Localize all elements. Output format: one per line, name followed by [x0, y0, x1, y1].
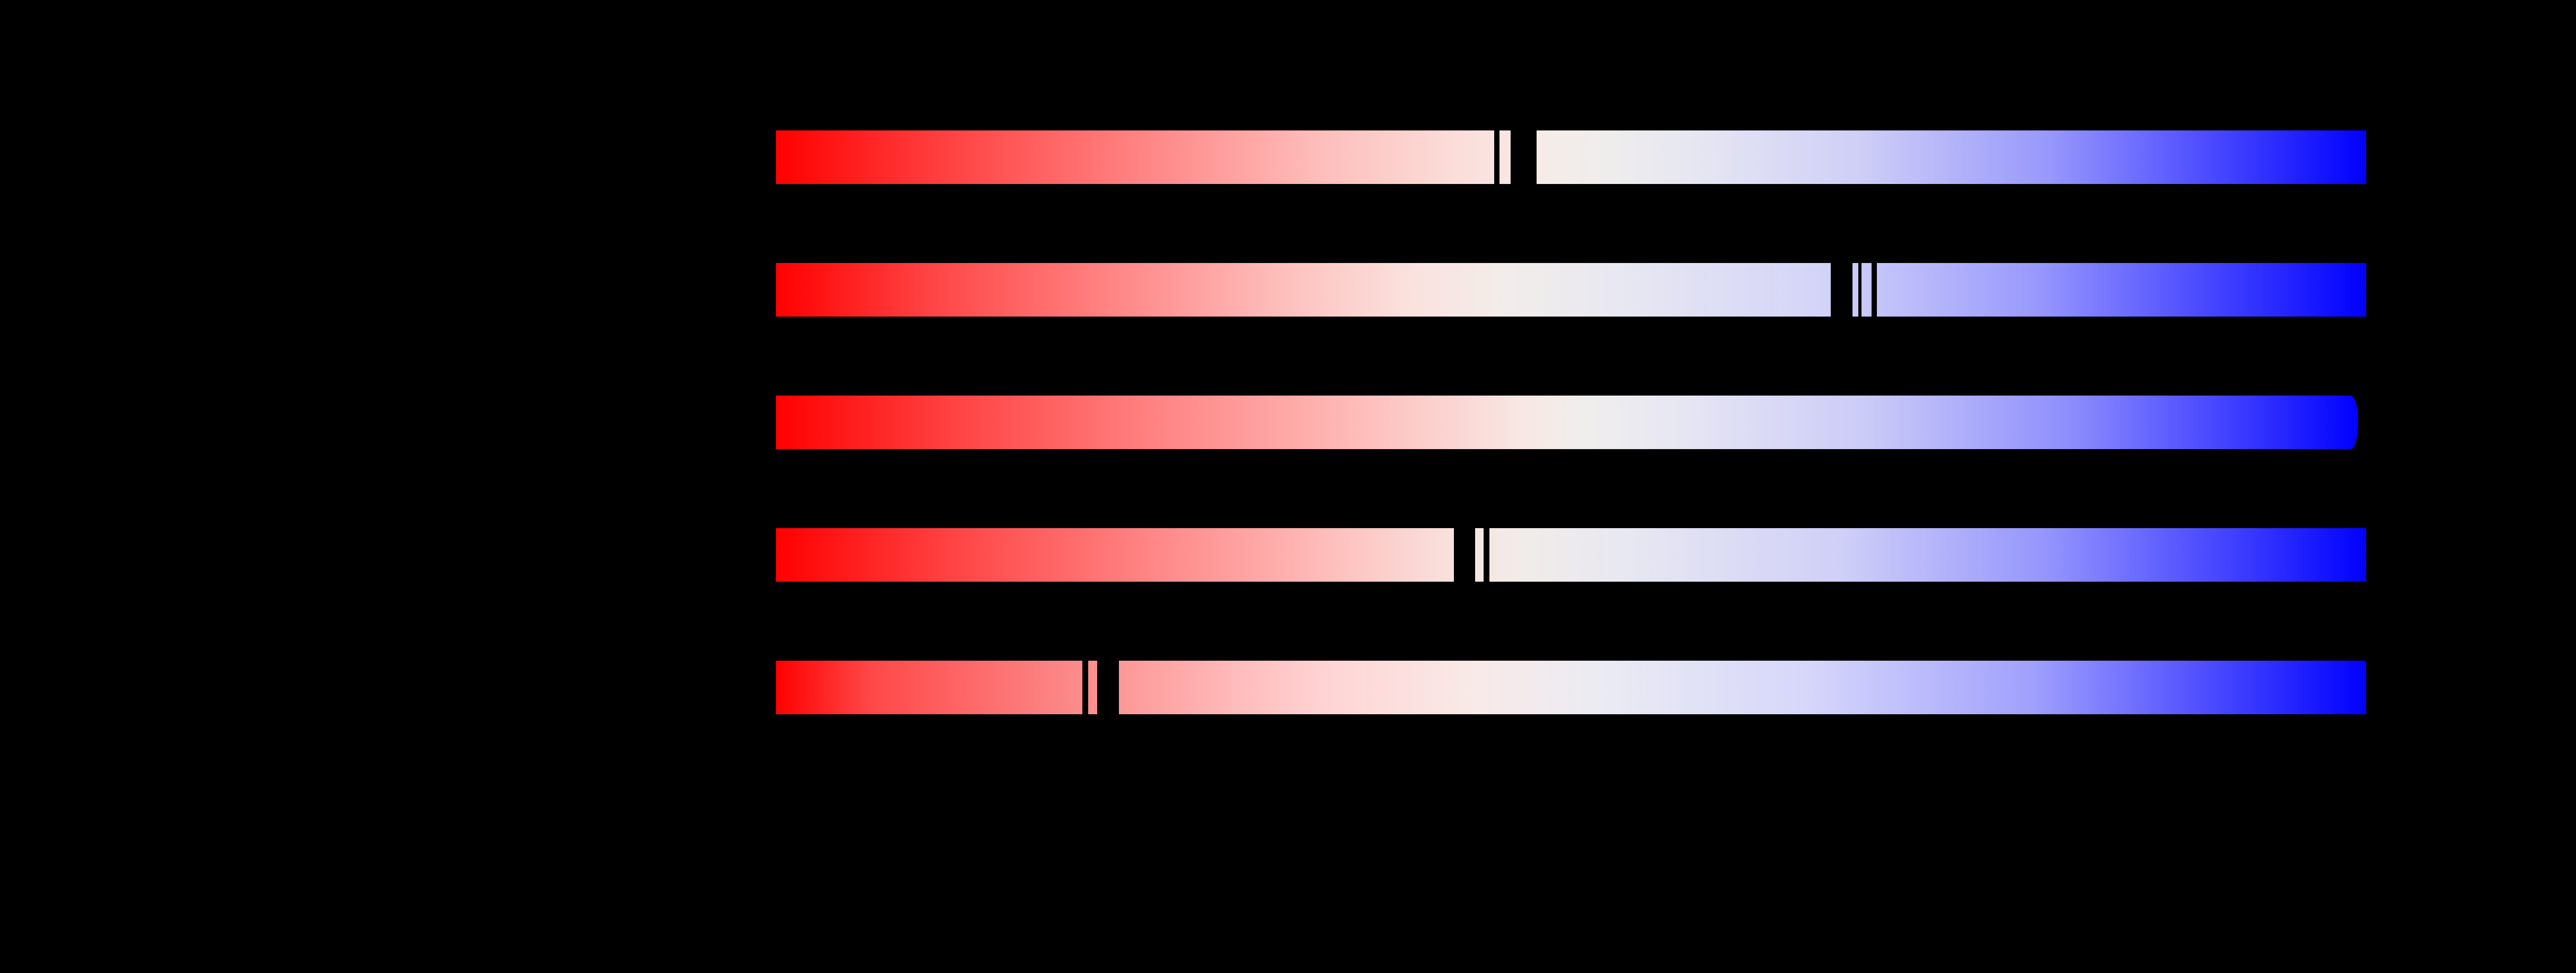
tick-mark — [1494, 130, 1499, 184]
tick-mark — [1454, 528, 1475, 582]
tick-mark — [1097, 661, 1119, 714]
gradient-bar-row-3 — [776, 396, 2358, 449]
tick-mark — [1484, 528, 1489, 582]
gradient-bar-row-5 — [776, 661, 2366, 714]
gradient-bar-row-2 — [776, 263, 2366, 317]
tick-mark — [1082, 661, 1088, 714]
tick-mark — [1511, 130, 1537, 184]
tick-mark — [1872, 263, 1877, 317]
gradient-bar-row-1 — [776, 130, 2366, 184]
tick-mark — [1858, 263, 1862, 317]
tick-mark — [1831, 263, 1852, 317]
gradient-bar-row-4 — [776, 528, 2366, 582]
